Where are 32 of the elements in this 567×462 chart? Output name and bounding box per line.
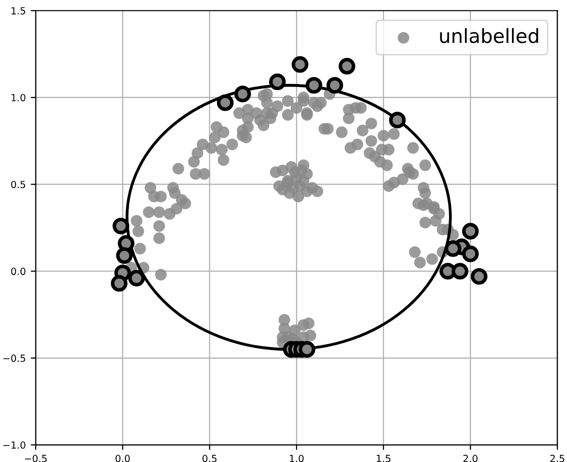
- point: [306, 77, 322, 94]
- point: [326, 77, 344, 94]
- point: [292, 56, 308, 73]
- point: [298, 341, 316, 358]
- y-tick-label: 0.5: [11, 180, 26, 188]
- x-tick-label: 0.0: [116, 454, 130, 462]
- point: [389, 112, 406, 128]
- point: [116, 247, 133, 264]
- x-tick-label: 1.5: [376, 454, 390, 462]
- point: [110, 275, 128, 292]
- x-tick-label: 2.0: [463, 454, 478, 462]
- point: [462, 246, 479, 262]
- point: [338, 58, 356, 75]
- x-tick-label: 0.5: [202, 454, 216, 462]
- legend-label: unlabelled: [440, 28, 538, 44]
- point: [216, 94, 234, 112]
- point: [234, 86, 251, 102]
- x-tick-label: 1.0: [290, 454, 304, 462]
- point: [128, 270, 145, 286]
- x-tick-label: −0.5: [24, 454, 47, 462]
- point: [269, 74, 286, 90]
- point: [470, 268, 488, 285]
- point: [462, 222, 479, 240]
- point: [452, 262, 468, 280]
- y-tick-label: 1.5: [12, 7, 26, 14]
- point: [112, 218, 130, 234]
- x-tick-label: 2.5: [550, 454, 564, 462]
- y-tick-label: −1.0: [3, 441, 26, 449]
- y-tick-label: 0.0: [11, 268, 26, 276]
- y-tick-label: −0.5: [3, 354, 26, 362]
- point: [444, 240, 462, 257]
- y-tick-label: 1.0: [12, 94, 26, 102]
